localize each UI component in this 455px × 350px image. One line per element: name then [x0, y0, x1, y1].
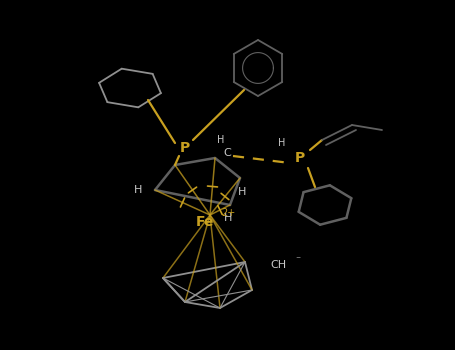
Text: H: H — [278, 138, 286, 148]
Text: H: H — [238, 187, 246, 197]
Text: ⁻: ⁻ — [295, 255, 300, 265]
Text: H: H — [224, 213, 232, 223]
Text: Fe: Fe — [196, 215, 214, 229]
Text: 2+: 2+ — [221, 208, 235, 218]
Text: C: C — [223, 148, 231, 158]
Text: P: P — [180, 141, 190, 155]
Text: P: P — [295, 151, 305, 165]
Text: H: H — [217, 135, 225, 145]
Text: CH: CH — [270, 260, 286, 270]
Text: H: H — [134, 185, 142, 195]
